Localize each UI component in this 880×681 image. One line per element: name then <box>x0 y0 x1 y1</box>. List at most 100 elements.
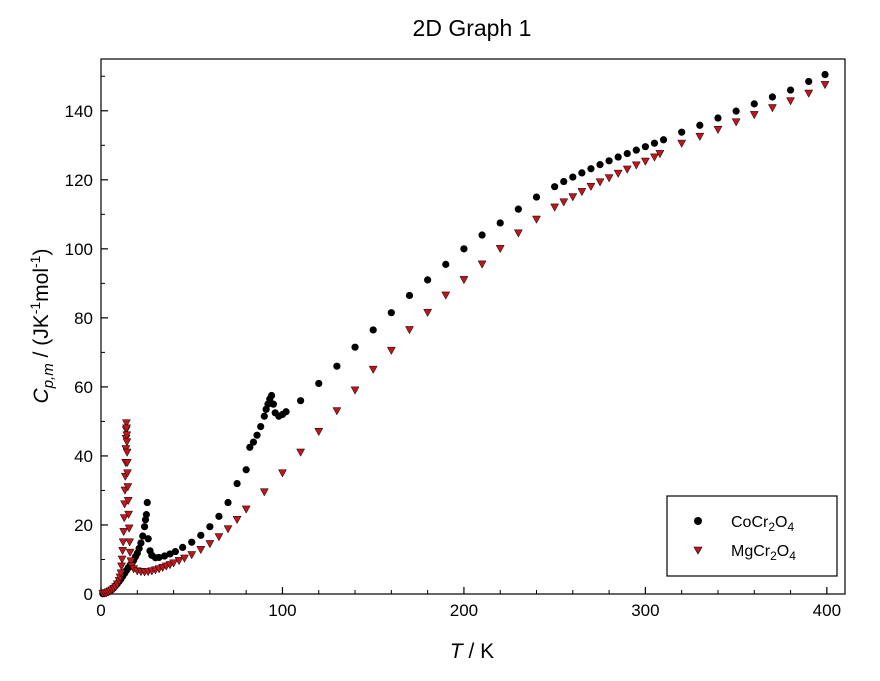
data-point <box>478 231 486 239</box>
x-tick-label: 200 <box>450 601 478 620</box>
data-point <box>135 544 143 553</box>
data-point <box>124 510 134 519</box>
data-point <box>532 215 541 224</box>
data-point <box>187 551 197 560</box>
data-point <box>188 538 196 546</box>
data-point <box>768 93 777 101</box>
data-point <box>514 205 522 213</box>
legend-label-mgcr2o4: MgCr2O4 <box>731 543 796 563</box>
y-tick-label: 140 <box>65 102 93 121</box>
data-point <box>587 165 595 173</box>
data-point <box>174 557 184 566</box>
data-point <box>197 531 205 539</box>
data-point <box>233 479 241 488</box>
data-point <box>659 136 668 144</box>
data-point <box>121 419 131 428</box>
y-axis-title-symbol: C <box>30 387 53 403</box>
x-tick-label: 300 <box>631 601 659 620</box>
data-point <box>315 379 323 388</box>
data-point <box>155 553 163 562</box>
data-point <box>257 422 265 431</box>
data-point <box>246 443 254 451</box>
data-point <box>123 497 133 506</box>
data-point <box>215 512 223 520</box>
data-point <box>640 157 650 166</box>
data-point <box>206 523 214 531</box>
data-point <box>118 538 128 547</box>
data-point <box>786 97 795 106</box>
data-point <box>350 386 360 395</box>
data-point <box>550 203 560 212</box>
data-point <box>805 77 813 86</box>
x-axis-title-unit: / K <box>463 640 495 663</box>
series-1 <box>98 81 830 598</box>
x-axis-title: T / K <box>450 640 494 663</box>
y-tick-label: 40 <box>74 447 93 466</box>
data-point <box>179 543 187 552</box>
data-point <box>332 407 342 416</box>
data-point <box>613 169 623 178</box>
data-point <box>749 111 759 120</box>
data-point <box>123 483 133 492</box>
legend: CoCr2O4 MgCr2O4 <box>666 495 838 577</box>
y-axis-title-subscript: p,m <box>40 363 57 389</box>
data-point <box>459 276 469 285</box>
data-point <box>623 149 631 158</box>
data-point <box>267 391 276 400</box>
data-point <box>678 128 686 136</box>
data-point <box>532 193 541 201</box>
data-point <box>314 428 324 437</box>
data-point <box>750 100 758 108</box>
data-point <box>460 245 468 253</box>
chart-title: 2D Graph 1 <box>413 15 532 41</box>
data-point <box>804 89 814 98</box>
data-point <box>442 260 450 268</box>
data-point <box>119 514 129 523</box>
data-point <box>180 554 189 563</box>
y-tick-label: 0 <box>84 585 93 604</box>
data-point <box>224 498 232 507</box>
data-point <box>143 498 151 507</box>
data-point <box>387 309 395 317</box>
data-point <box>123 469 132 478</box>
legend-label-cocr2o4: CoCr2O4 <box>731 514 794 534</box>
data-point <box>196 546 206 555</box>
data-point <box>126 557 136 566</box>
data-point <box>144 535 152 543</box>
data-point <box>214 533 224 542</box>
y-tick-label: 120 <box>65 171 93 190</box>
data-point <box>731 118 741 127</box>
data-point <box>713 126 723 135</box>
y-axis-title-sup1: -1 <box>27 302 43 315</box>
data-point <box>696 121 704 129</box>
data-point <box>278 469 287 478</box>
x-tick-label: 100 <box>268 601 296 620</box>
data-point <box>577 188 587 197</box>
data-point <box>650 139 659 147</box>
data-point <box>405 326 414 335</box>
data-point <box>560 177 568 186</box>
y-axis-title-unit-mid: mol <box>30 268 53 302</box>
data-point <box>820 81 830 90</box>
data-point <box>117 562 126 571</box>
data-point <box>614 153 622 161</box>
data-point <box>424 276 432 284</box>
data-point <box>569 173 577 181</box>
data-point <box>116 569 126 578</box>
data-point <box>477 260 487 269</box>
data-point <box>117 555 127 564</box>
data-point <box>232 516 242 525</box>
x-axis-title-variable: T <box>450 640 465 663</box>
data-point <box>171 547 179 556</box>
y-axis-title-unit-close: ) <box>30 249 53 256</box>
legend-marker-mgcr2o4 <box>693 546 703 555</box>
legend-marker-cocr2o4 <box>694 517 702 525</box>
data-point <box>259 488 269 497</box>
data-point <box>714 114 722 122</box>
data-point <box>786 86 795 94</box>
data-point <box>140 523 149 531</box>
data-point <box>386 346 396 355</box>
data-point <box>821 70 829 79</box>
data-point <box>586 182 596 192</box>
